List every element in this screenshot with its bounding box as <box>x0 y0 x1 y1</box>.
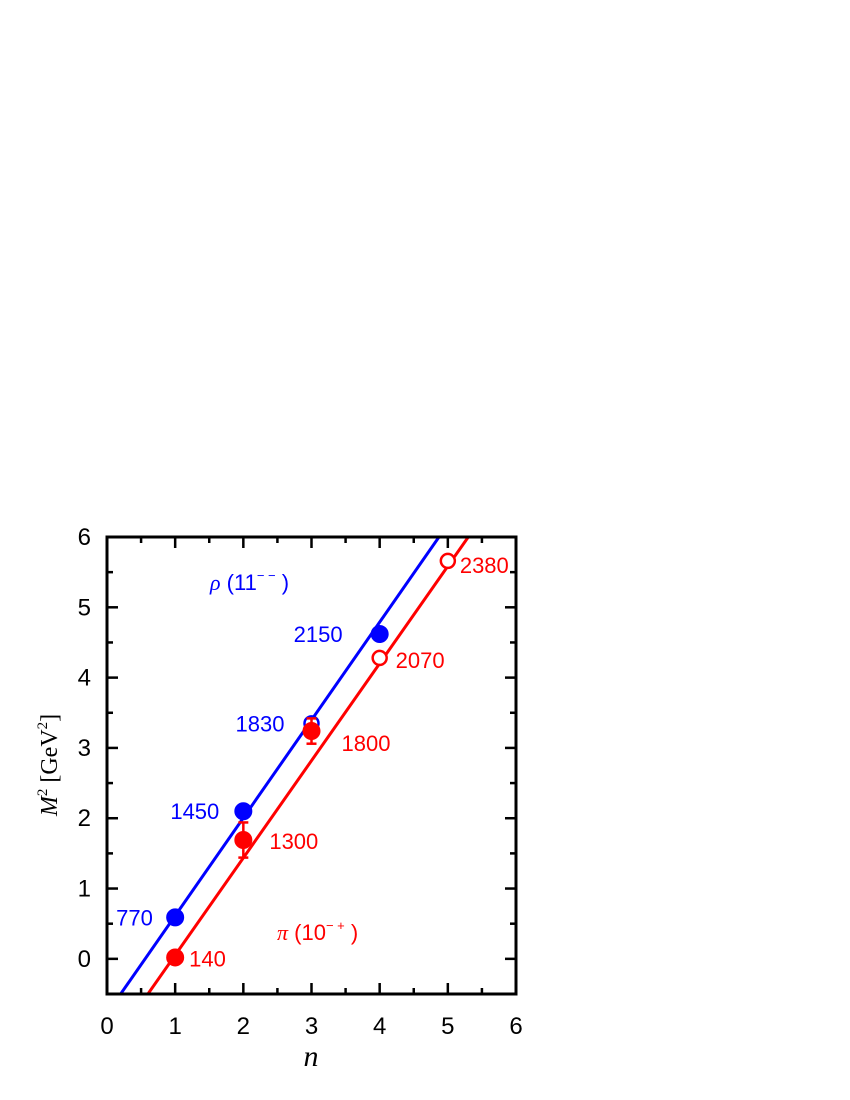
y-axis-title: M2 [GeV2] <box>35 714 63 817</box>
series-label-pi-greek: π <box>277 920 289 945</box>
x-tick-label: 0 <box>100 1013 113 1040</box>
open-marker <box>371 649 388 667</box>
y-tick-label: 0 <box>78 946 91 973</box>
point-labels: 770 1450 1830 2150 140 1300 1800 2070 2380 <box>116 553 509 972</box>
data-markers <box>166 552 457 967</box>
series-label-rho-sup: − − <box>257 568 276 583</box>
x-tick-label: 1 <box>168 1013 181 1040</box>
y-axis-unit-sup: 2 <box>35 722 51 730</box>
point-label: 1800 <box>342 731 391 756</box>
tick-labels: 0 1 2 3 4 5 6 0 1 2 3 4 5 6 <box>78 524 523 1040</box>
x-tick-label: 3 <box>305 1013 318 1040</box>
x-tick-label: 4 <box>373 1013 386 1040</box>
filled-marker <box>166 948 185 967</box>
y-tick-label: 6 <box>78 524 91 551</box>
filled-marker <box>234 802 253 821</box>
axis-ticks <box>105 535 518 996</box>
y-tick-label: 1 <box>78 876 91 903</box>
point-label: 2150 <box>294 622 343 647</box>
filled-marker <box>302 722 321 741</box>
point-label: 140 <box>189 946 226 971</box>
point-label: 2380 <box>460 553 509 578</box>
series-label-rho-greek: ρ <box>209 570 221 595</box>
point-label: 2070 <box>396 648 445 673</box>
open-marker <box>439 552 457 570</box>
y-tick-label: 4 <box>78 665 91 692</box>
y-axis-symbol-sup: 2 <box>35 789 51 797</box>
filled-marker <box>166 908 185 927</box>
filled-marker <box>234 831 253 850</box>
y-tick-label: 3 <box>78 735 91 762</box>
series-label-pi: π (10− + ) <box>277 918 358 945</box>
series-label-rho-text: (11 <box>221 570 257 595</box>
x-axis-title: n <box>304 1040 319 1073</box>
x-tick-label: 6 <box>509 1013 522 1040</box>
series-label-pi-sup: − + <box>326 918 345 933</box>
y-axis-unit-close: ] <box>37 714 63 722</box>
x-tick-label: 2 <box>237 1013 250 1040</box>
y-axis-unit: [GeV <box>37 729 63 789</box>
filled-marker <box>370 625 389 644</box>
series-label-pi-close: ) <box>345 920 358 945</box>
series-label-pi-text: (10 <box>288 920 326 945</box>
point-label: 1830 <box>236 711 285 736</box>
point-label: 1300 <box>269 829 318 854</box>
point-label: 770 <box>116 905 153 930</box>
point-label: 1450 <box>170 799 219 824</box>
series-label-rho: ρ (11− − ) <box>209 568 289 595</box>
y-axis-symbol: M <box>37 794 63 817</box>
y-tick-label: 2 <box>78 805 91 832</box>
series-label-rho-close: ) <box>276 570 289 595</box>
y-tick-label: 5 <box>78 594 91 621</box>
x-tick-label: 5 <box>441 1013 454 1040</box>
pi-fit-line <box>146 537 470 994</box>
